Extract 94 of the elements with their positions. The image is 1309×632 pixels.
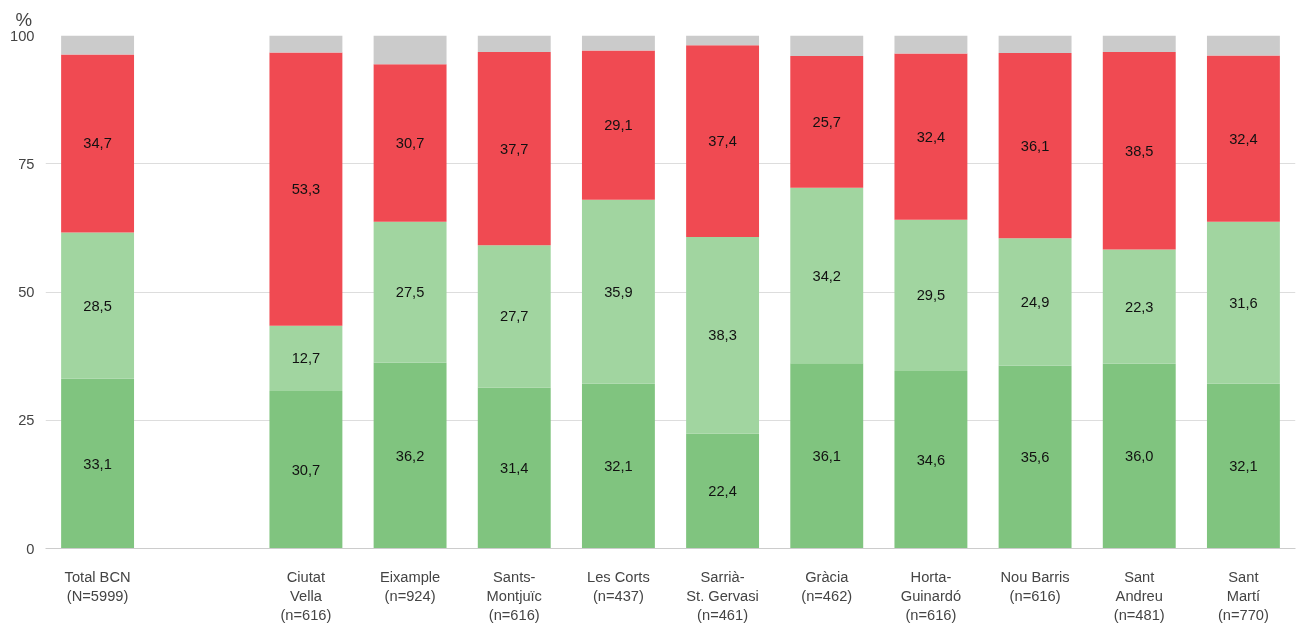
bar <box>477 245 551 388</box>
data-label: 37,7 <box>499 140 529 157</box>
data-label: 29,5 <box>916 287 946 304</box>
bar <box>477 51 551 246</box>
bar <box>61 35 135 55</box>
bar <box>373 64 447 222</box>
bar <box>269 52 343 326</box>
data-label: 36,2 <box>395 447 425 464</box>
bar <box>1102 35 1176 52</box>
bar <box>61 232 135 379</box>
y-axis-title: % <box>15 8 33 30</box>
bar <box>790 35 864 57</box>
x-tick-label: Eixample (n=924) <box>379 568 441 604</box>
data-label: 36,1 <box>812 447 842 464</box>
x-tick-label: Sants- Montjuïc (n=616) <box>486 568 542 623</box>
bar <box>686 35 760 46</box>
data-label: 32,1 <box>604 458 633 475</box>
data-label: 38,3 <box>708 327 737 344</box>
bar <box>998 238 1072 366</box>
y-tick-label: 50 <box>18 284 35 300</box>
bar <box>373 362 447 549</box>
bar <box>373 35 447 65</box>
data-label: 32,4 <box>1229 130 1258 147</box>
data-label: 32,1 <box>1229 458 1258 475</box>
bar <box>269 325 343 392</box>
bar <box>61 54 135 233</box>
bar <box>1102 249 1176 364</box>
data-label: 27,5 <box>395 284 425 301</box>
x-tick-label: Total BCN (N=5999) <box>64 568 131 604</box>
x-tick-label: Sarrià- St. Gervasi (n=461) <box>686 568 759 623</box>
data-label: 24,9 <box>1020 294 1050 310</box>
bar <box>269 35 343 53</box>
data-label: 34,7 <box>83 135 112 152</box>
data-label: 36,0 <box>1124 448 1154 465</box>
y-tick-label: 0 <box>26 540 35 557</box>
x-tick-label: Gràcia (n=462) <box>801 568 853 604</box>
y-tick-label: 75 <box>18 155 35 172</box>
x-tick-label: Ciutat Vella (n=616) <box>280 568 332 623</box>
bar <box>998 365 1072 549</box>
data-label: 25,7 <box>812 113 842 130</box>
data-label: 22,4 <box>708 483 737 500</box>
data-label: 34,6 <box>916 451 946 468</box>
bar <box>1102 363 1176 549</box>
data-label: 31,4 <box>499 459 529 476</box>
y-tick-label: 100 <box>10 27 35 44</box>
bar <box>894 53 968 220</box>
x-tick-label: Les Corts (n=437) <box>587 568 650 604</box>
bar <box>1206 55 1280 222</box>
y-tick-label: 25 <box>18 412 35 429</box>
data-label: 38,5 <box>1124 142 1154 159</box>
bar <box>581 50 655 200</box>
bar <box>581 35 655 51</box>
bar <box>269 391 343 549</box>
bar <box>894 35 968 54</box>
bar <box>998 52 1072 239</box>
data-label: 22,3 <box>1124 298 1154 315</box>
bar <box>894 219 968 371</box>
data-label: 27,7 <box>499 308 529 325</box>
x-tick-label: Sant Andreu (n=481) <box>1113 568 1165 623</box>
bar <box>1102 51 1176 250</box>
bar <box>790 56 864 188</box>
data-label: 37,4 <box>708 133 737 150</box>
data-label: 30,7 <box>291 461 321 478</box>
data-label: 33,1 <box>83 455 112 472</box>
data-label: 34,2 <box>812 267 842 284</box>
bar <box>686 237 760 434</box>
bar <box>373 221 447 363</box>
data-label: 35,9 <box>604 283 633 300</box>
bar <box>61 378 135 549</box>
x-tick-label: Nou Barris (n=616) <box>1000 568 1070 604</box>
data-label: 36,1 <box>1020 137 1050 154</box>
data-label: 12,7 <box>291 350 321 367</box>
bar <box>1206 35 1280 56</box>
bar <box>790 363 864 549</box>
bar <box>1206 383 1280 549</box>
data-label: 53,3 <box>291 181 321 198</box>
data-label: 30,7 <box>395 134 425 151</box>
bar <box>581 383 655 549</box>
x-tick-label: Horta- Guinardó (n=616) <box>900 568 962 623</box>
data-label: 31,6 <box>1229 294 1258 311</box>
data-label: 28,5 <box>83 297 112 314</box>
bar <box>686 433 760 549</box>
bar <box>477 35 551 52</box>
bar <box>686 45 760 238</box>
bar <box>998 35 1072 53</box>
bar <box>581 199 655 384</box>
data-label: 32,4 <box>916 128 946 145</box>
bar <box>790 187 864 364</box>
bar <box>894 371 968 549</box>
bar <box>1206 221 1280 384</box>
x-tick-label: Sant Martí (n=770) <box>1217 568 1269 623</box>
bar <box>477 387 551 549</box>
data-label: 29,1 <box>604 117 633 134</box>
data-label: 35,6 <box>1020 449 1050 466</box>
